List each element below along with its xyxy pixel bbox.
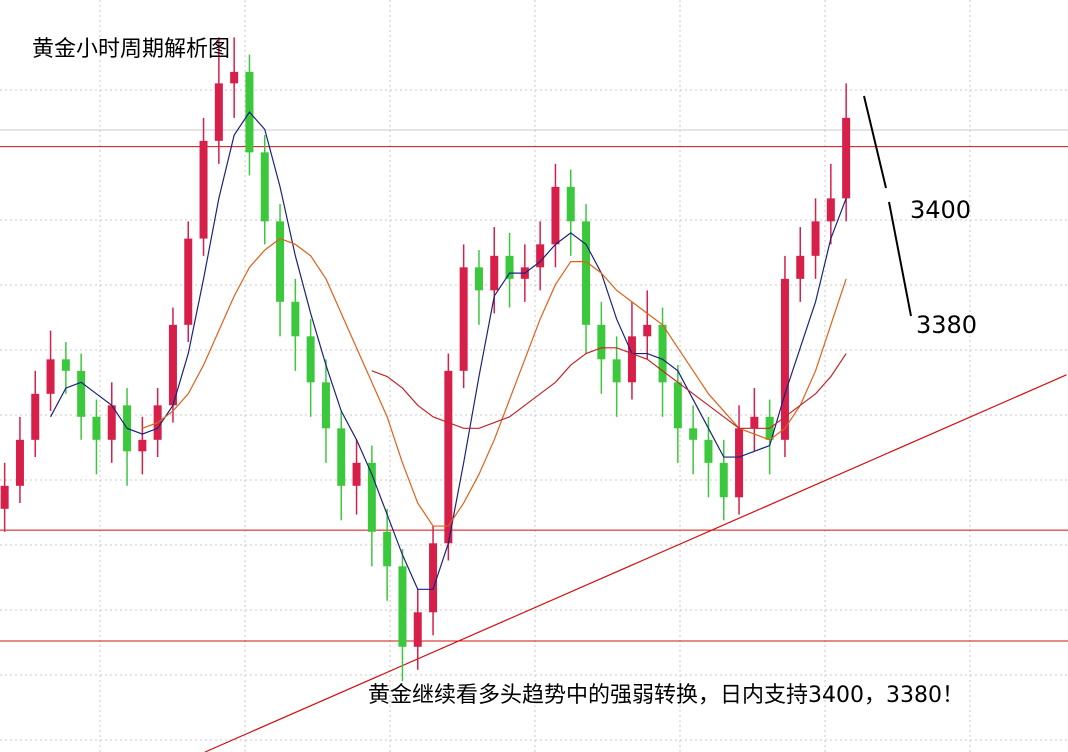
candle-body — [750, 416, 759, 429]
moving-average — [371, 347, 847, 429]
candle-body — [352, 462, 361, 486]
candle-body — [230, 71, 239, 84]
candle-body — [459, 267, 468, 371]
candle-body — [612, 359, 621, 383]
candle-body — [15, 439, 24, 486]
candle-body — [582, 221, 591, 325]
candle-body — [627, 336, 636, 383]
candle-body — [398, 566, 407, 647]
annotation: 3400 — [910, 196, 971, 224]
moving-average — [142, 237, 847, 527]
candle-body — [383, 531, 392, 567]
candle-body — [811, 221, 820, 256]
candle-body — [444, 370, 453, 544]
candle-body — [597, 324, 606, 360]
caption: 黄金继续看多头趋势中的强弱转换，日内支持3400，3380！ — [368, 683, 964, 708]
moving-average — [50, 111, 847, 590]
plot — [0, 37, 1068, 752]
candle-body — [184, 238, 193, 325]
candle-body — [367, 462, 376, 532]
candle-body — [276, 221, 285, 302]
candle-body — [92, 416, 101, 440]
candle-body — [719, 462, 728, 498]
candle-body — [0, 485, 9, 509]
candle-body — [566, 186, 575, 222]
candle-body — [796, 255, 805, 279]
candle-body — [61, 359, 70, 371]
trend-line — [204, 374, 1067, 752]
candle-body — [291, 301, 300, 337]
chart-title: 黄金小时周期解析图 — [32, 37, 230, 62]
candle-body — [689, 428, 698, 440]
candle-body — [214, 83, 223, 141]
candle-body — [474, 267, 483, 291]
candle-body — [780, 278, 789, 440]
candle-body — [107, 405, 116, 440]
candle-body — [31, 393, 40, 440]
candle-body — [536, 244, 545, 268]
candle-body — [735, 428, 744, 498]
candle-body — [551, 186, 560, 245]
candle-body — [673, 382, 682, 429]
candle-body — [260, 152, 269, 222]
candle-body — [658, 324, 667, 383]
candle-body — [643, 324, 652, 337]
candle-body — [413, 612, 422, 647]
candle-body — [321, 382, 330, 429]
candle-body — [199, 140, 208, 239]
candle-body — [306, 336, 315, 383]
candle-body — [138, 439, 147, 452]
candle-body — [429, 543, 438, 613]
arrow-line — [888, 201, 912, 317]
annotation: 3380 — [916, 311, 977, 339]
candle-body — [704, 439, 713, 463]
candle-body — [842, 117, 851, 199]
candle-body — [505, 255, 514, 279]
candle-body — [168, 324, 177, 406]
candle-body — [490, 255, 499, 291]
candle-body — [337, 428, 346, 486]
candle-body — [46, 359, 55, 394]
arrow-line — [863, 95, 887, 189]
candle-body — [77, 370, 86, 417]
candle-body — [826, 198, 835, 222]
